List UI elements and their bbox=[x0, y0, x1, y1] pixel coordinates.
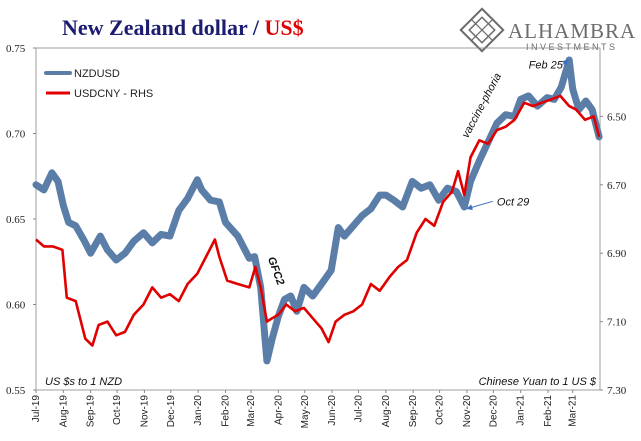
left-tick-label: 0.70 bbox=[6, 129, 26, 141]
x-tick-label: Feb-20 bbox=[220, 395, 231, 427]
annotation-feb-25-arrow bbox=[562, 59, 569, 66]
x-tick-label: May-20 bbox=[300, 395, 311, 429]
x-tick-label: Jul-19 bbox=[31, 395, 42, 423]
x-tick-label: Dec-19 bbox=[166, 395, 177, 428]
series-line-usdcny bbox=[35, 94, 601, 347]
left-axis-ticks: 0.55 0.60 0.65 0.70 0.75 bbox=[6, 43, 36, 397]
series-layer bbox=[32, 56, 603, 365]
left-tick-label: 0.55 bbox=[6, 385, 26, 397]
left-tick-label: 0.75 bbox=[6, 43, 26, 55]
x-tick-label: Aug-19 bbox=[58, 395, 69, 428]
x-tick-label: Nov-20 bbox=[462, 395, 473, 428]
right-tick-label: 6.90 bbox=[607, 248, 627, 260]
x-tick-label: Apr-20 bbox=[273, 395, 284, 425]
x-tick-label: Oct-19 bbox=[112, 395, 123, 425]
x-tick-label: Jul-20 bbox=[354, 395, 365, 423]
chart-title-main: New Zealand dollar / bbox=[62, 15, 265, 40]
legend-label-nzdusd: NZDUSD bbox=[74, 68, 120, 80]
legend-label-usdcny: USDCNY - RHS bbox=[74, 88, 153, 100]
right-axis-ticks: 6.50 6.70 6.90 7.10 7.30 bbox=[600, 111, 627, 397]
legend: NZDUSD USDCNY - RHS bbox=[44, 68, 153, 100]
x-tick-label: Mar-21 bbox=[568, 395, 579, 427]
x-tick-label: Feb-21 bbox=[543, 395, 554, 427]
left-tick-label: 0.60 bbox=[6, 300, 26, 312]
left-axis-label: US $s to 1 NZD bbox=[45, 376, 122, 388]
right-tick-label: 6.50 bbox=[607, 111, 627, 123]
x-tick-label: Mar-20 bbox=[246, 395, 257, 427]
x-tick-label: Sep-20 bbox=[408, 395, 419, 428]
right-tick-label: 7.30 bbox=[607, 385, 627, 397]
annotation-oct-29-arrow bbox=[466, 200, 494, 211]
x-tick-label: Jan-21 bbox=[516, 395, 527, 426]
right-tick-label: 7.10 bbox=[607, 317, 627, 329]
chart-title: New Zealand dollar / US$ bbox=[62, 15, 304, 40]
alhambra-logo-mark bbox=[459, 7, 505, 53]
alhambra-logo: ALHAMBRA INVESTMENTS bbox=[459, 7, 636, 53]
x-tick-label: Nov-19 bbox=[139, 395, 150, 428]
x-axis-ticks: Jul-19 Aug-19 Sep-19 Oct-19 Nov-19 Dec-19 Jan-… bbox=[31, 390, 579, 428]
logo-subtitle: INVESTMENTS bbox=[526, 42, 618, 52]
logo-name: ALHAMBRA bbox=[508, 19, 636, 43]
series-line-nzdusd bbox=[32, 56, 603, 365]
x-tick-label: Oct-20 bbox=[435, 395, 446, 425]
right-axis-label: Chinese Yuan to 1 US $ bbox=[479, 376, 597, 388]
right-tick-label: 6.70 bbox=[607, 180, 627, 192]
annotation-feb-25: Feb 25 bbox=[529, 60, 564, 72]
annotation-gfc2: GFC2 bbox=[265, 255, 286, 287]
left-tick-label: 0.65 bbox=[6, 214, 26, 226]
x-tick-label: Aug-20 bbox=[381, 395, 392, 428]
x-tick-label: Jun-20 bbox=[327, 395, 338, 426]
x-tick-label: Sep-19 bbox=[86, 395, 97, 428]
chart-title-accent: US$ bbox=[265, 15, 304, 40]
x-tick-label: Jan-20 bbox=[193, 395, 204, 426]
annotation-oct-29: Oct 29 bbox=[497, 196, 529, 208]
x-tick-label: Dec-20 bbox=[488, 395, 499, 428]
